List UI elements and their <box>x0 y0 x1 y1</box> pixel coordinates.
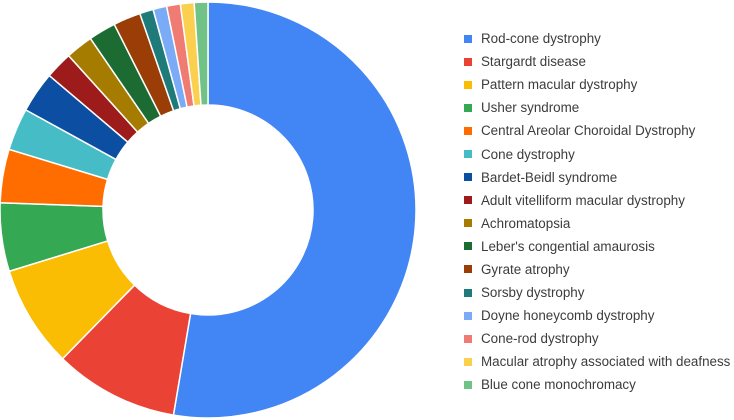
slice-rod-cone-dystrophy <box>172 1 417 419</box>
legend-item: Gyrate atrophy <box>464 258 730 281</box>
legend-item: Bardet-Beidl syndrome <box>464 166 730 189</box>
legend-item: Pattern macular dystrophy <box>464 73 730 96</box>
legend-label: Pattern macular dystrophy <box>481 77 638 93</box>
legend-item: Cone dystrophy <box>464 142 730 165</box>
legend-swatch <box>464 126 472 135</box>
legend-swatch <box>464 242 472 251</box>
legend-item: Central Areolar Choroidal Dystrophy <box>464 119 730 142</box>
legend-item: Cone-rod dystrophy <box>464 327 730 350</box>
legend-label: Achromatopsia <box>481 215 571 231</box>
legend-label: Macular atrophy associated with deafness <box>481 354 731 370</box>
legend-label: Blue cone monochromacy <box>481 377 636 393</box>
legend-swatch <box>464 265 472 274</box>
legend-item: Sorsby dystrophy <box>464 281 730 304</box>
legend-label: Sorsby dystrophy <box>481 285 585 301</box>
legend-item: Adult vitelliform macular dystrophy <box>464 189 730 212</box>
legend-item: Rod-cone dystrophy <box>464 27 730 50</box>
legend-item: Leber's congential amaurosis <box>464 235 730 258</box>
legend-swatch <box>464 103 472 112</box>
legend-item: Macular atrophy associated with deafness <box>464 350 730 373</box>
legend-label: Stargardt disease <box>481 54 586 70</box>
legend-swatch <box>464 196 472 205</box>
legend-label: Central Areolar Choroidal Dystrophy <box>481 123 696 139</box>
legend-label: Cone dystrophy <box>481 146 575 162</box>
legend-item: Blue cone monochromacy <box>464 373 730 396</box>
donut-chart <box>0 1 417 419</box>
legend-item: Usher syndrome <box>464 96 730 119</box>
legend-swatch <box>464 357 472 366</box>
legend-item: Doyne honeycomb dystrophy <box>464 304 730 327</box>
legend-label: Gyrate atrophy <box>481 261 570 277</box>
legend-swatch <box>464 57 472 66</box>
legend: Rod-cone dystrophy Stargardt disease Patte… <box>464 27 730 397</box>
legend-swatch <box>464 288 472 297</box>
legend-swatch <box>464 173 472 182</box>
legend-swatch <box>464 80 472 89</box>
legend-swatch <box>464 150 472 159</box>
legend-label: Usher syndrome <box>481 100 580 116</box>
legend-swatch <box>464 311 472 320</box>
legend-label: Adult vitelliform macular dystrophy <box>481 192 685 208</box>
legend-swatch <box>464 219 472 228</box>
legend-swatch <box>464 334 472 343</box>
legend-swatch <box>464 380 472 389</box>
legend-swatch <box>464 34 472 43</box>
legend-label: Bardet-Beidl syndrome <box>481 169 618 185</box>
legend-label: Leber's congential amaurosis <box>481 238 655 254</box>
legend-label: Cone-rod dystrophy <box>481 331 599 347</box>
legend-label: Rod-cone dystrophy <box>481 31 601 47</box>
legend-item: Achromatopsia <box>464 212 730 235</box>
legend-item: Stargardt disease <box>464 50 730 73</box>
legend-label: Doyne honeycomb dystrophy <box>481 308 655 324</box>
slice-blue-cone-monochromacy <box>193 1 209 107</box>
